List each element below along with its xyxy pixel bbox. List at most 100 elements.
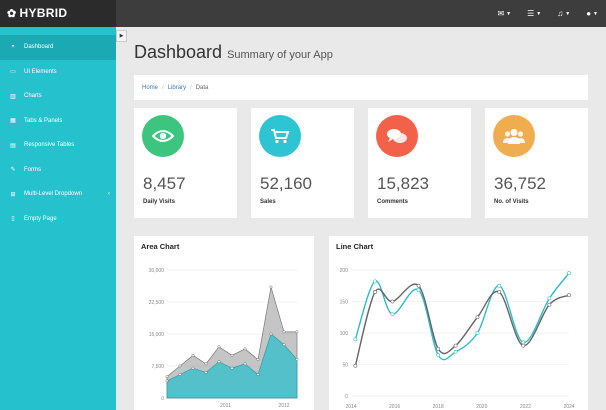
data-point [243, 362, 247, 366]
data-point [547, 302, 552, 307]
sidebar-item-multi-level-dropdown[interactable]: ⊞ Multi-Level Dropdown ‹ [0, 182, 116, 207]
x-tick-label: 2018 [433, 404, 444, 410]
data-point [390, 299, 395, 304]
data-point [547, 296, 552, 301]
stat-value: 8,457 [143, 174, 186, 193]
data-point [217, 345, 221, 349]
bar-chart-icon: ▥ [10, 93, 16, 100]
sidebar-item-label: UI Elements [24, 68, 57, 75]
data-point [390, 312, 395, 317]
stat-icon-circle [376, 115, 418, 157]
data-point [295, 358, 299, 362]
breadcrumb-separator: / [190, 84, 192, 91]
messages-dropdown[interactable]: ✉ ▼ [497, 9, 511, 18]
data-point [475, 331, 480, 335]
data-point [165, 379, 169, 383]
breadcrumb-home[interactable]: Home [142, 84, 159, 91]
data-point [256, 373, 260, 376]
data-point [453, 343, 458, 348]
stat-value: 52,160 [260, 174, 312, 193]
line-chart-panel: Line Chart 0 50 100 150 200 2014 2016 2018 2020 2… [329, 236, 588, 410]
sitemap-icon: ⊞ [10, 191, 16, 198]
breadcrumb-library[interactable]: Library [167, 84, 187, 91]
caret-down-icon: ▼ [506, 10, 512, 17]
data-point [191, 366, 195, 370]
data-point [269, 285, 273, 289]
user-icon: ● [586, 9, 592, 18]
edit-icon: ✎ [10, 167, 16, 174]
breadcrumb-separator: / [162, 84, 164, 91]
y-tick-label: 15,000 [149, 332, 165, 338]
data-point [373, 279, 377, 284]
x-tick-label: 2022 [520, 404, 531, 410]
stat-card-comments: 15,823 Comments [368, 108, 471, 218]
sidebar-item-label: Empty Page [24, 215, 57, 222]
sidebar-item-empty-page[interactable]: ▯ Empty Page [0, 207, 116, 232]
data-point [178, 364, 182, 368]
cog-icon: ✿ [7, 8, 17, 20]
eye-icon [152, 130, 174, 142]
stat-value: 36,752 [494, 174, 546, 193]
data-point [453, 350, 458, 354]
tasks-icon: ☰ [527, 9, 535, 18]
data-point [436, 353, 441, 357]
sidebar-item-label: Multi-Level Dropdown [24, 191, 83, 198]
x-tick-label: 2024 [563, 404, 574, 410]
user-dropdown[interactable]: ● ▼ [586, 9, 598, 18]
data-point [204, 362, 208, 366]
sidebar-item-forms[interactable]: ✎ Forms [0, 158, 116, 183]
sidebar-item-dashboard[interactable]: ◓ Dashboard [0, 35, 116, 60]
caret-right-icon: ▶ [119, 33, 124, 39]
data-point [567, 271, 571, 276]
top-navbar: ✿ HYBRID ✉ ▼ ☰ ▼ ♫ ▼ ● ▼ [0, 0, 606, 27]
data-point [497, 290, 502, 294]
data-point [521, 340, 526, 345]
data-point [256, 358, 260, 362]
page-title: Dashboard [134, 42, 223, 62]
sidebar-item-charts[interactable]: ▥ Charts [0, 84, 116, 109]
x-tick-label: 2012 [278, 403, 289, 409]
sidebar-item-label: Dashboard [24, 44, 54, 51]
breadcrumb-current: Data [195, 84, 209, 91]
data-point [521, 343, 526, 348]
y-tick-label: 50 [342, 363, 348, 369]
sidebar: ◓ Dashboard ▭ UI Elements ▥ Charts ▦ Tabs & … [0, 27, 116, 410]
stat-label: Daily Visits [143, 199, 175, 205]
area-chart-title: Area Chart [141, 242, 180, 251]
y-tick-label: 200 [340, 268, 349, 274]
sidebar-toggle-button[interactable]: ▶ [116, 30, 127, 42]
data-point [436, 346, 441, 351]
data-point [475, 315, 480, 320]
chevron-left-icon: ‹ [108, 191, 110, 198]
envelope-icon: ✉ [497, 9, 505, 18]
stat-card-visits: 36,752 No. of Visits [485, 108, 588, 218]
sidebar-item-label: Forms [24, 166, 41, 173]
x-tick-label: 2011 [220, 403, 231, 409]
monitor-icon: ▭ [10, 69, 16, 76]
sidebar-item-ui-elements[interactable]: ▭ UI Elements [0, 60, 116, 85]
stat-icon-circle [493, 115, 535, 157]
stat-label: Comments [377, 199, 409, 205]
data-point [282, 343, 286, 347]
sidebar-item-tabs-panels[interactable]: ▦ Tabs & Panels [0, 109, 116, 134]
stat-value: 15,823 [377, 174, 429, 193]
stat-icon-circle [259, 115, 301, 157]
brand-logo[interactable]: ✿ HYBRID [0, 0, 116, 27]
data-point [373, 290, 377, 294]
y-tick-label: 7,500 [151, 364, 164, 370]
table-icon: ▤ [10, 142, 16, 149]
data-point [230, 366, 234, 370]
data-point [230, 353, 234, 357]
tasks-dropdown[interactable]: ☰ ▼ [527, 9, 541, 18]
comments-icon [387, 129, 407, 143]
area-series-1 [166, 333, 298, 399]
alerts-dropdown[interactable]: ♫ ▼ [557, 9, 570, 18]
caret-down-icon: ▼ [593, 10, 598, 17]
shopping-cart-icon [271, 129, 290, 144]
data-point [353, 363, 358, 368]
x-tick-label: 2020 [476, 404, 487, 410]
sidebar-item-responsive-tables[interactable]: ▤ Responsive Tables [0, 133, 116, 158]
sidebar-item-label: Tabs & Panels [24, 117, 63, 124]
sidebar-item-label: Charts [24, 93, 42, 100]
line-chart: 0 50 100 150 200 2014 2016 2018 2020 2022 2024 [340, 268, 575, 410]
